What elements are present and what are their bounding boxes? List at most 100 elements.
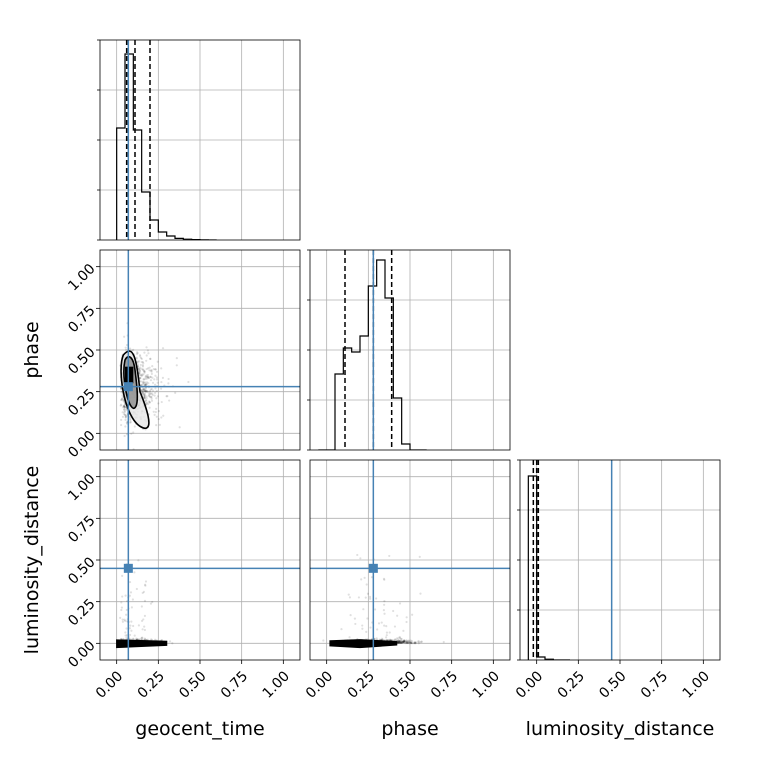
sample-point	[384, 636, 388, 639]
sample-point	[119, 616, 122, 619]
sample-point	[142, 368, 145, 371]
sample-point	[407, 641, 410, 644]
sample-point	[156, 395, 159, 398]
sample-point	[151, 381, 155, 384]
sample-point	[401, 641, 404, 644]
sample-point	[178, 426, 181, 429]
sample-point	[122, 412, 126, 416]
sample-point	[137, 559, 140, 562]
sample-point	[154, 638, 157, 641]
sample-point	[136, 352, 139, 355]
sample-point	[413, 642, 416, 645]
sample-point	[140, 389, 143, 392]
sample-point	[398, 636, 402, 639]
sample-point	[398, 639, 402, 643]
sample-point	[150, 387, 153, 391]
sample-point	[405, 641, 409, 644]
sample-point	[402, 640, 405, 643]
sample-point	[382, 577, 386, 580]
sample-point	[124, 348, 128, 351]
sample-point	[143, 394, 146, 397]
sample-point	[122, 399, 125, 403]
sample-point	[381, 638, 384, 641]
sample-point	[396, 641, 400, 644]
x-tick-label: 1.00	[470, 668, 503, 701]
sample-point	[406, 641, 409, 644]
density-core	[125, 366, 134, 384]
scatter-phase-luminosity_distance	[310, 460, 510, 660]
x-tick-label: 0.75	[428, 668, 461, 701]
scatter-geocent_time-phase	[100, 250, 300, 450]
sample-point	[375, 637, 378, 640]
sample-point	[150, 399, 154, 402]
sample-point	[122, 405, 126, 408]
sample-point	[148, 401, 151, 404]
sample-point	[394, 638, 397, 641]
sample-point	[135, 352, 139, 356]
sample-point	[146, 375, 149, 379]
sample-point	[124, 594, 127, 597]
sample-point	[143, 583, 147, 586]
sample-point	[151, 392, 154, 395]
density-core	[116, 639, 168, 649]
sample-point	[131, 598, 134, 601]
sample-point	[130, 606, 134, 609]
sample-point	[136, 638, 139, 641]
sample-point	[124, 418, 127, 421]
sample-point	[121, 415, 125, 418]
sample-point	[150, 372, 153, 376]
sample-point	[376, 628, 379, 631]
sample-point	[368, 595, 372, 598]
sample-point	[155, 378, 159, 381]
sample-point	[121, 397, 124, 400]
sample-point	[147, 382, 150, 385]
sample-point	[138, 370, 141, 373]
y-tick-label: 0.50	[65, 344, 98, 377]
sample-point	[141, 390, 144, 394]
sample-point	[398, 641, 401, 644]
sample-point	[144, 382, 147, 385]
sample-point	[167, 382, 170, 385]
sample-point	[125, 421, 128, 424]
sample-point	[398, 641, 401, 645]
sample-point	[145, 354, 148, 357]
sample-point	[143, 370, 146, 373]
x-tick-label: 0.50	[176, 668, 209, 701]
sample-point	[399, 641, 403, 644]
sample-point	[374, 608, 377, 611]
sample-point	[145, 346, 148, 349]
sample-point	[149, 392, 152, 395]
sample-point	[411, 613, 414, 616]
sample-point	[140, 619, 144, 623]
sample-point	[404, 642, 407, 645]
y-tick-label: 0.75	[65, 513, 98, 546]
sample-point	[158, 423, 161, 426]
sample-point	[401, 640, 404, 643]
sample-point	[410, 641, 413, 644]
sample-point	[138, 367, 141, 371]
sample-point	[396, 614, 399, 617]
sample-point	[143, 625, 146, 628]
x-axis-title-luminosity_distance: luminosity_distance	[526, 718, 715, 740]
sample-point	[155, 370, 159, 373]
sample-point	[153, 383, 157, 386]
sample-point	[135, 356, 138, 359]
sample-point	[168, 640, 172, 643]
sample-point	[138, 374, 141, 377]
sample-point	[139, 355, 142, 358]
sample-point	[420, 640, 423, 643]
sample-point	[143, 637, 146, 640]
sample-point	[146, 390, 149, 393]
sample-point	[149, 389, 152, 393]
sample-point	[144, 390, 147, 393]
truth-marker	[123, 563, 133, 573]
y-tick-label: 1.00	[65, 471, 98, 504]
panel-phase-phase	[307, 249, 511, 451]
sample-point	[356, 553, 359, 557]
sample-point	[175, 357, 178, 360]
sample-point	[406, 641, 409, 644]
sample-point	[405, 641, 409, 645]
sample-point	[140, 390, 143, 393]
panel-luminosity_distance-phase	[309, 459, 511, 661]
